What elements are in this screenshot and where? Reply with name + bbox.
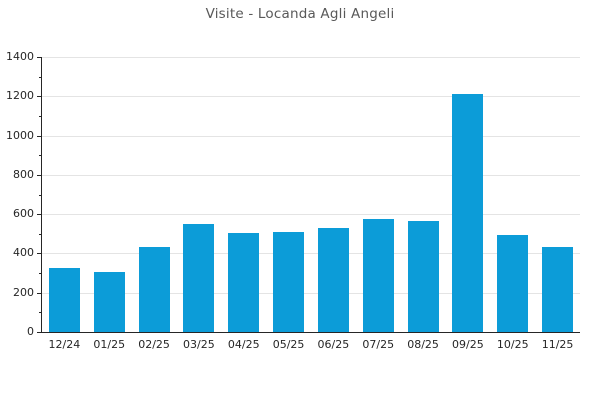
bar-11/25 — [542, 246, 574, 332]
y-minor-tick — [39, 312, 42, 314]
y-minor-tick — [39, 155, 42, 157]
y-tick-label: 1200 — [6, 89, 34, 103]
x-tick-label: 03/25 — [183, 338, 215, 351]
gridline — [42, 135, 580, 137]
gridline — [42, 214, 580, 216]
x-tick-label: 07/25 — [362, 338, 395, 351]
bar-01/25 — [93, 272, 125, 332]
bar-02/25 — [138, 246, 170, 332]
y-major-tick — [37, 292, 42, 294]
gridline — [42, 57, 580, 58]
y-minor-tick — [39, 76, 42, 78]
gridline — [42, 253, 580, 255]
bar-09/25 — [452, 94, 484, 332]
y-minor-tick — [39, 115, 42, 117]
x-tick-label: 08/25 — [407, 338, 439, 351]
y-minor-tick — [39, 233, 42, 235]
y-major-tick — [37, 57, 42, 58]
gridline — [42, 96, 580, 98]
x-tick-label: 11/25 — [541, 338, 574, 351]
y-minor-tick — [39, 273, 42, 275]
x-tick-label: 04/25 — [227, 338, 260, 351]
bar-06/25 — [317, 227, 349, 332]
y-major-tick — [37, 135, 42, 137]
x-tick-label: 10/25 — [496, 338, 529, 351]
y-major-tick — [37, 253, 42, 255]
y-tick-label: 1000 — [6, 128, 34, 142]
y-tick-label: 1400 — [6, 50, 34, 63]
y-major-tick — [37, 332, 42, 333]
x-tick-label: 09/25 — [452, 338, 484, 351]
chart-title: Visite - Locanda Agli Angeli — [205, 6, 395, 22]
x-axis-line — [42, 332, 580, 333]
y-major-tick — [37, 174, 42, 176]
bar-10/25 — [497, 234, 529, 332]
x-tick-label: 12/24 — [48, 338, 81, 351]
y-major-tick — [37, 214, 42, 216]
y-minor-tick — [39, 194, 42, 196]
y-tick-label: 600 — [13, 207, 34, 221]
bar-04/25 — [228, 232, 260, 332]
gridline — [42, 174, 580, 176]
x-tick-label: 06/25 — [317, 338, 350, 351]
x-tick-label: 02/25 — [138, 338, 170, 351]
bar-12/24 — [48, 268, 80, 332]
y-tick-label: 200 — [13, 285, 34, 299]
y-tick-label: 800 — [13, 167, 34, 181]
x-tick-label: 01/25 — [93, 338, 126, 351]
y-tick-label: 400 — [13, 246, 34, 260]
bar-03/25 — [183, 223, 215, 332]
bar-07/25 — [362, 219, 394, 332]
bar-05/25 — [273, 231, 305, 332]
y-tick-label: 0 — [27, 325, 34, 338]
y-major-tick — [37, 96, 42, 98]
x-tick-label: 05/25 — [272, 338, 305, 351]
gridline — [42, 292, 580, 294]
plot-area — [41, 57, 580, 333]
bar-08/25 — [407, 221, 439, 332]
